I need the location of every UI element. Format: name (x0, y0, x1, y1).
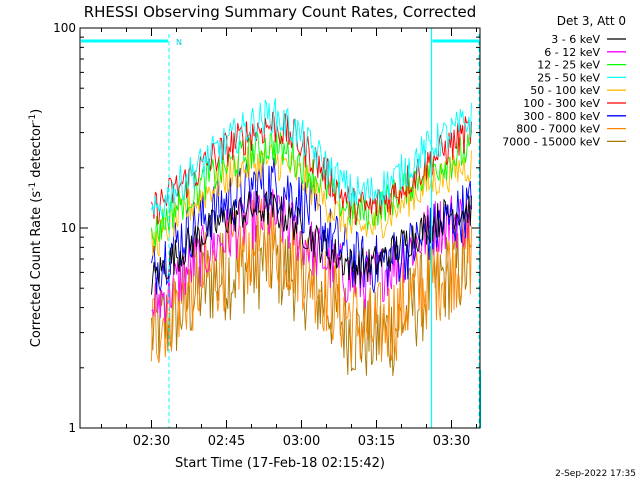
x-tick-label: 02:30 (133, 434, 170, 449)
series-line-1 (151, 188, 472, 324)
legend-label-6: 300 - 800 keV (523, 110, 600, 123)
legend-label-8: 7000 - 15000 keV (502, 135, 600, 148)
legend-label-1: 6 - 12 keV (544, 46, 600, 59)
series-line-4 (151, 143, 472, 257)
y-axis-label-main: Corrected Count Rate (s (29, 191, 44, 348)
x-tick-label: 03:00 (283, 434, 320, 449)
y-axis-label-mid: detector (29, 122, 44, 182)
axes: 1 10 100 02:30 02:45 03:00 03:15 03:30 (53, 21, 481, 449)
x-tick-label: 03:15 (358, 434, 395, 449)
y-tick-label: 100 (53, 21, 76, 35)
legend-label-5: 100 - 300 keV (523, 97, 600, 110)
y-tick-label: 1 (68, 421, 76, 435)
chart-title: RHESSI Observing Summary Count Rates, Co… (84, 3, 477, 21)
legend-header: Det 3, Att 0 (557, 14, 626, 28)
x-tick-label: 02:45 (208, 434, 245, 449)
y-axis-label-sup1: -1 (28, 182, 38, 191)
y-tick-label: 10 (61, 221, 76, 235)
legend-label-3: 25 - 50 keV (537, 71, 600, 84)
series-line-8 (151, 212, 472, 376)
x-tick-label: 03:30 (433, 434, 470, 449)
legend-label-2: 12 - 25 keV (537, 59, 600, 72)
series-line-3 (151, 98, 472, 218)
x-axis-label: Start Time (17-Feb-18 02:15:42) (175, 456, 385, 471)
series-line-0 (151, 190, 472, 295)
footer-date: 2-Sep-2022 17:35 (555, 469, 636, 479)
legend-label-0: 3 - 6 keV (551, 33, 600, 46)
y-axis-label-end: ) (29, 109, 44, 114)
legend-label-7: 800 - 7000 keV (516, 123, 600, 136)
y-axis-label: Corrected Count Rate (s-1 detector-1) (28, 109, 44, 347)
night-annotation: N (176, 38, 182, 47)
plot-area: N (81, 28, 482, 428)
y-axis-label-sup2: -1 (28, 114, 38, 123)
legend-label-4: 50 - 100 keV (530, 84, 600, 97)
series-line-2 (151, 130, 472, 247)
